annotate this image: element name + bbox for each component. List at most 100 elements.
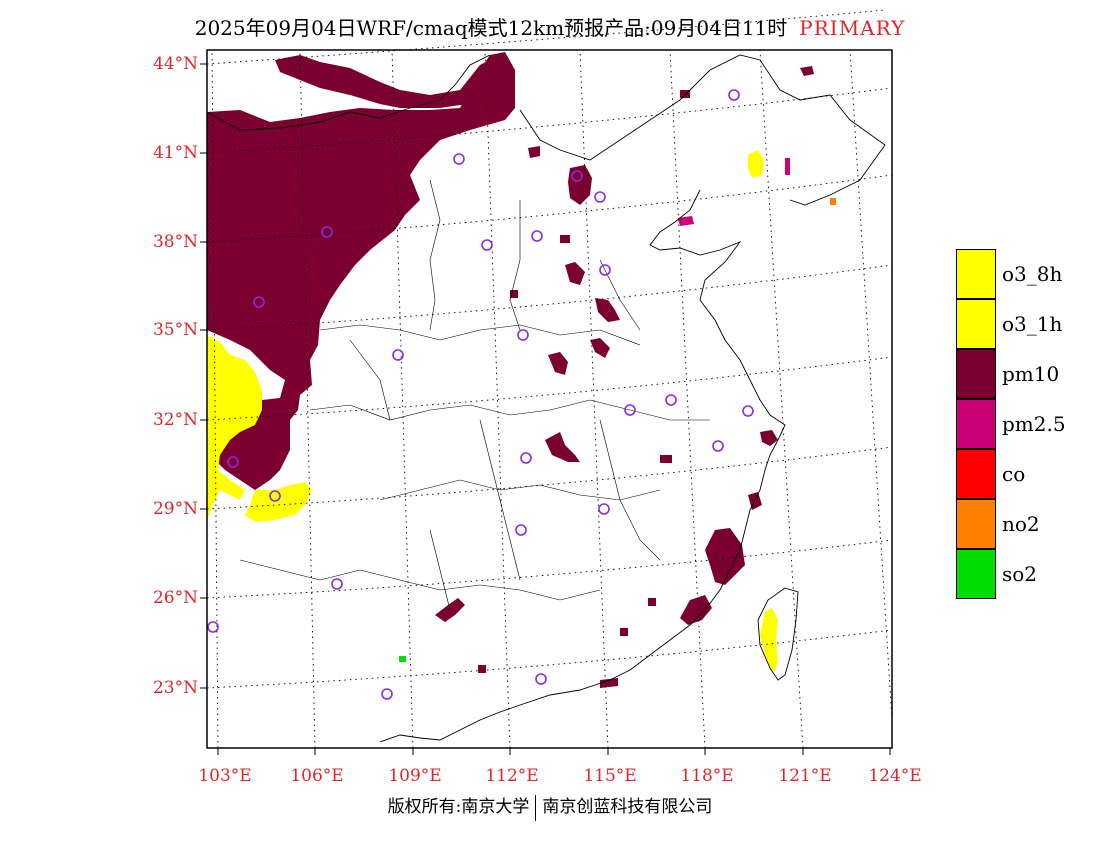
lat-23: [206, 629, 893, 689]
copyright-right: 南京创蓝科技有限公司: [542, 797, 713, 817]
lat-38: [206, 174, 893, 243]
station-marker: [665, 394, 677, 406]
footer-separator: [535, 794, 537, 821]
legend-label: pm10: [1002, 362, 1060, 386]
legend-label: o3_1h: [1002, 312, 1063, 336]
pm10-dot-6: [660, 455, 672, 463]
pm10-dot-4: [600, 678, 618, 688]
pm10-shanghai: [760, 430, 778, 446]
lon-121: [759, 49, 804, 749]
lat-label-44: 44°N: [152, 54, 198, 74]
lat-29: [206, 446, 893, 510]
lat-35: [206, 264, 893, 331]
lat-label-29: 29°N: [152, 499, 198, 519]
legend-swatch: [956, 299, 996, 349]
lon-label-103: 103°E: [198, 766, 252, 786]
station-marker: [728, 89, 740, 101]
lon-109: [391, 49, 414, 749]
station-marker: [535, 673, 547, 685]
lon-label-106: 106°E: [290, 766, 344, 786]
pm10-beijing: [568, 165, 592, 205]
pm10-dot-3: [478, 665, 486, 673]
graticule: [206, 9, 893, 749]
primary-label: PRIMARY: [799, 16, 906, 40]
legend-label: no2: [1002, 512, 1040, 536]
station-marker: [712, 440, 724, 452]
pm2.5-dot-1: [785, 158, 790, 175]
map-title: 2025年09月04日WRF/cmaq模式12km预报产品:09月04日11时 P…: [0, 12, 1100, 41]
pm10-dot-7: [560, 235, 570, 243]
coastline-east: [379, 189, 786, 743]
legend-label: o3_8h: [1002, 262, 1063, 286]
pm10-dot-5: [620, 628, 628, 636]
legend-swatch: [956, 249, 996, 299]
legend-swatch: [956, 399, 996, 449]
station-marker: [520, 452, 532, 464]
so2-dot: [399, 656, 406, 662]
pm10-hubei: [545, 432, 580, 462]
lat-label-32: 32°N: [152, 410, 198, 430]
lat-label-23: 23°N: [152, 678, 198, 698]
lon-label-112: 112°E: [485, 766, 539, 786]
taiwan-outline: [757, 587, 799, 681]
station-marker: [598, 503, 610, 515]
station-marker: [531, 230, 543, 242]
pm10-shandong: [595, 298, 620, 322]
country-border: [206, 54, 886, 206]
station-marker: [269, 490, 281, 502]
pm2.5-dot-2: [678, 216, 694, 226]
lon-115: [579, 49, 609, 749]
o3-region-sw: [245, 482, 312, 522]
coastline-borders: [206, 54, 886, 743]
copyright-left: 版权所有:南京大学: [387, 797, 530, 817]
map-frame: [206, 49, 893, 749]
station-marker: [453, 153, 465, 165]
o3-region-ne: [748, 150, 764, 178]
station-marker: [742, 405, 754, 417]
station-marker: [481, 239, 493, 251]
pm10-dot-2: [528, 146, 540, 158]
lat-44: [206, 9, 886, 65]
pm10-fujian: [705, 528, 745, 585]
lat-label-38: 38°N: [152, 232, 198, 252]
station-marker: [381, 688, 393, 700]
lon-124: [849, 49, 893, 721]
station-marker: [253, 296, 265, 308]
legend-swatch: [956, 499, 996, 549]
legend-label: pm2.5: [1002, 412, 1066, 436]
title-text: 2025年09月04日WRF/cmaq模式12km预报产品:09月04日11时: [194, 16, 788, 40]
pm10-region-north: [275, 52, 505, 108]
lon-label-118: 118°E: [680, 766, 734, 786]
no2-dot: [830, 198, 836, 205]
station-marker: [599, 264, 611, 276]
o3-region-taiwan: [760, 608, 778, 672]
station-marker: [571, 170, 583, 182]
legend-label: co: [1002, 462, 1026, 486]
lat-label-35: 35°N: [152, 320, 198, 340]
station-marker: [331, 578, 343, 590]
station-marker: [227, 456, 239, 468]
station-marker: [515, 524, 527, 536]
station-marker: [321, 226, 333, 238]
station-marker: [624, 404, 636, 416]
station-marker: [207, 621, 219, 633]
lon-103: [211, 49, 219, 749]
pm10-region-west: [207, 52, 515, 490]
lon-106: [299, 49, 316, 749]
lat-label-26: 26°N: [152, 588, 198, 608]
lon-112: [484, 49, 511, 749]
lon-label-121: 121°E: [778, 766, 832, 786]
lat-41: [206, 87, 893, 154]
legend-swatch: [956, 349, 996, 399]
lat-32: [206, 356, 893, 421]
pm10-anhui: [548, 352, 568, 375]
legend-swatch: [956, 449, 996, 499]
lon-118: [669, 49, 706, 749]
tick-marks: [200, 63, 891, 755]
lon-label-115: 115°E: [583, 766, 637, 786]
pm10-hunan: [648, 598, 656, 606]
lat-label-41: 41°N: [152, 143, 198, 163]
o3-region-west: [207, 335, 262, 520]
pm10-henan: [590, 338, 610, 358]
